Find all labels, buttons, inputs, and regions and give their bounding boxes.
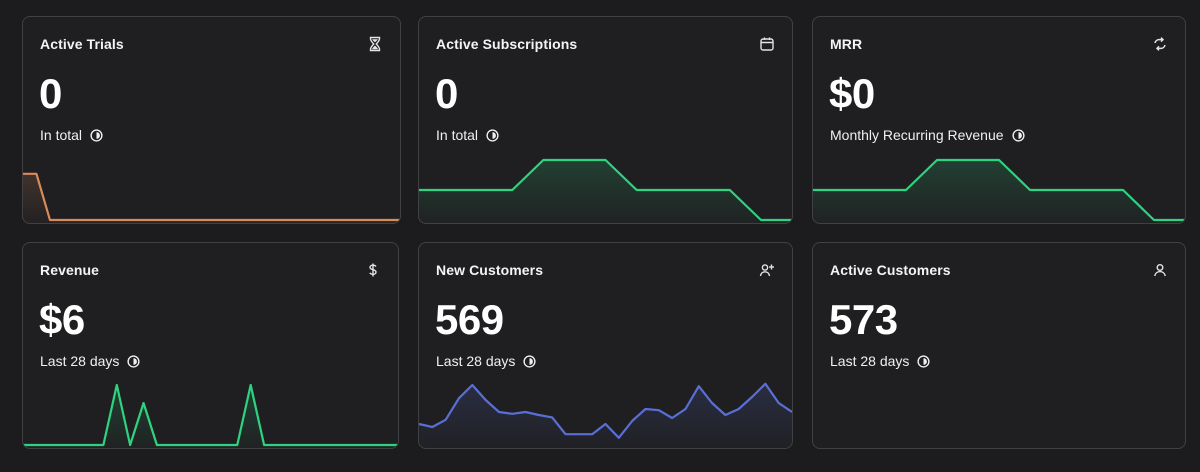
- card-subtitle: In total: [436, 127, 499, 143]
- card-title: Active Subscriptions: [436, 36, 578, 52]
- subtitle-text: Last 28 days: [830, 353, 910, 369]
- sparkline-area: [419, 383, 792, 448]
- info-icon[interactable]: [127, 354, 140, 368]
- sparkline: [23, 373, 398, 448]
- sparkline-area: [419, 160, 792, 223]
- new-customers-card: New Customers 569 Last 28 days: [418, 242, 793, 449]
- info-icon[interactable]: [486, 128, 499, 142]
- hourglass-icon: [367, 36, 383, 52]
- calendar-icon: [759, 36, 775, 52]
- info-icon[interactable]: [917, 354, 930, 368]
- dollar-icon: [365, 262, 381, 278]
- metric-value: 0: [435, 70, 458, 117]
- card-title: Active Trials: [40, 36, 124, 52]
- sparkline: [23, 148, 400, 223]
- card-subtitle: Monthly Recurring Revenue: [830, 127, 1025, 143]
- metric-value: 0: [39, 70, 62, 117]
- subtitle-text: In total: [436, 127, 479, 143]
- subtitle-text: Last 28 days: [40, 353, 120, 369]
- card-title: MRR: [830, 36, 863, 52]
- sparkline-line: [813, 160, 1185, 220]
- metric-value: 573: [829, 296, 898, 343]
- sparkline-line: [23, 174, 400, 220]
- sparkline: [813, 148, 1185, 223]
- sparkline: [419, 148, 792, 223]
- subtitle-text: Last 28 days: [436, 353, 516, 369]
- add-user-icon: [759, 262, 775, 278]
- sparkline: [419, 373, 792, 448]
- active-subscriptions-card: Active Subscriptions 0 In total: [418, 16, 793, 224]
- refresh-icon: [1152, 36, 1168, 52]
- active-customers-card: Active Customers 573 Last 28 days: [812, 242, 1186, 449]
- card-title: Active Customers: [830, 262, 951, 278]
- subtitle-text: In total: [40, 127, 83, 143]
- metric-value: $6: [39, 296, 85, 343]
- mrr-card: MRR $0 Monthly Recurring Revenue: [812, 16, 1186, 224]
- user-icon: [1152, 262, 1168, 278]
- info-icon[interactable]: [523, 354, 536, 368]
- sparkline-line: [419, 160, 792, 220]
- metric-value: 569: [435, 296, 504, 343]
- info-icon[interactable]: [1011, 128, 1025, 142]
- card-title: New Customers: [436, 262, 544, 278]
- sparkline-area: [23, 385, 398, 448]
- card-subtitle: Last 28 days: [40, 353, 140, 369]
- sparkline-line: [419, 384, 792, 438]
- active-trials-card: Active Trials 0 In total: [22, 16, 401, 224]
- subtitle-text: Monthly Recurring Revenue: [830, 127, 1004, 143]
- card-subtitle: Last 28 days: [436, 353, 536, 369]
- metric-value: $0: [829, 70, 875, 117]
- card-subtitle: Last 28 days: [830, 353, 930, 369]
- sparkline-area: [813, 160, 1185, 223]
- revenue-card: Revenue $6 Last 28 days: [22, 242, 399, 449]
- card-title: Revenue: [40, 262, 100, 278]
- info-icon[interactable]: [90, 128, 103, 142]
- card-subtitle: In total: [40, 127, 103, 143]
- sparkline-area: [23, 173, 400, 223]
- sparkline-line: [23, 385, 398, 445]
